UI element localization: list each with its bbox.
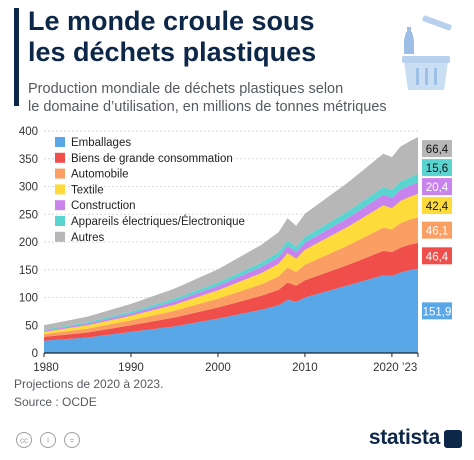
legend-label: Autres	[71, 232, 104, 244]
x-tick-label: 1990	[118, 362, 144, 374]
area-series	[44, 182, 418, 332]
legend-swatch	[55, 137, 65, 147]
y-tick-label: 350	[19, 154, 38, 166]
brand-logo-text[interactable]: statista	[368, 426, 440, 449]
area-series	[44, 137, 418, 330]
area-series	[44, 242, 418, 341]
legend-swatch	[55, 168, 65, 179]
y-tick-label: 150	[19, 265, 38, 277]
subtitle-line-1: Production mondiale de déchets plastique…	[28, 81, 344, 97]
x-tick-label: 2000	[205, 362, 231, 374]
title-line-2: les déchets plastiques	[28, 37, 317, 67]
x-tick-label: 2020	[373, 362, 399, 374]
end-value-label: 46,4	[426, 251, 449, 263]
title-line-1: Le monde croule sous	[28, 6, 315, 36]
x-tick-label: 1980	[33, 362, 59, 374]
y-tick-label: 400	[19, 126, 38, 138]
x-tick-label: 2010	[292, 362, 318, 374]
attribution-icon[interactable]: i	[40, 432, 56, 448]
legend: Emballages Biens de grande consommation Au…	[55, 137, 245, 244]
end-label-box	[422, 247, 452, 265]
legend-label: Automobile	[71, 169, 129, 181]
end-label-box	[422, 221, 452, 239]
legend-swatch	[55, 200, 65, 211]
end-value-label: 42,4	[426, 201, 449, 213]
brand-logo-mark	[444, 430, 462, 448]
trash-bin-icon	[402, 15, 452, 90]
title-accent-bar	[14, 8, 19, 106]
axis-labels: 0 50 100 150 200 250 300 350 400 1980 1990 2000 2010…	[19, 126, 419, 374]
subtitle-line-2: le domaine d’utilisation, en millions de…	[28, 99, 387, 115]
y-tick-label: 300	[19, 182, 38, 194]
creative-commons-icon[interactable]: cc	[16, 432, 32, 448]
end-value-labels: 151,9 46,4 46,1 42,4 20,4 15,6 66,4	[422, 140, 452, 320]
y-tick-label: 200	[19, 237, 38, 249]
legend-swatch	[55, 184, 65, 195]
page-title: Le monde croule sous les déchets plastiq…	[28, 6, 316, 68]
legend-label: Emballages	[71, 137, 131, 149]
area-series	[44, 137, 418, 353]
source-note: Source : OCDE	[14, 395, 97, 409]
legend-swatch	[55, 152, 65, 163]
area-series	[44, 193, 418, 335]
legend-label: Biens de grande consommation	[71, 153, 233, 165]
y-tick-label: 50	[25, 320, 38, 332]
no-derivatives-icon[interactable]: =	[64, 432, 80, 448]
projection-note: Projections de 2020 à 2023.	[14, 377, 164, 391]
area-series	[44, 217, 418, 337]
end-value-label: 15,6	[426, 163, 448, 175]
legend-swatch	[55, 216, 65, 226]
end-label-box	[422, 178, 452, 196]
y-tick-label: 250	[19, 209, 38, 221]
legend-swatch	[55, 231, 65, 242]
legend-label: Appareils électriques/Électronique	[71, 215, 245, 228]
end-label-box	[422, 197, 452, 215]
y-tick-label: 100	[19, 293, 38, 305]
end-value-label: 66,4	[426, 144, 449, 156]
subtitle: Production mondiale de déchets plastique…	[28, 80, 387, 116]
end-label-box	[422, 159, 452, 177]
area-series	[44, 268, 418, 353]
end-value-label: 151,9	[423, 306, 452, 318]
x-tick-label: ’23	[402, 362, 417, 374]
y-tick-label: 0	[32, 348, 38, 360]
end-label-box	[422, 302, 452, 320]
end-label-box	[422, 140, 452, 158]
end-value-label: 46,1	[426, 226, 448, 238]
legend-label: Textile	[71, 184, 104, 196]
end-value-label: 20,4	[426, 182, 449, 194]
area-series	[44, 173, 418, 331]
legend-label: Construction	[71, 200, 136, 212]
